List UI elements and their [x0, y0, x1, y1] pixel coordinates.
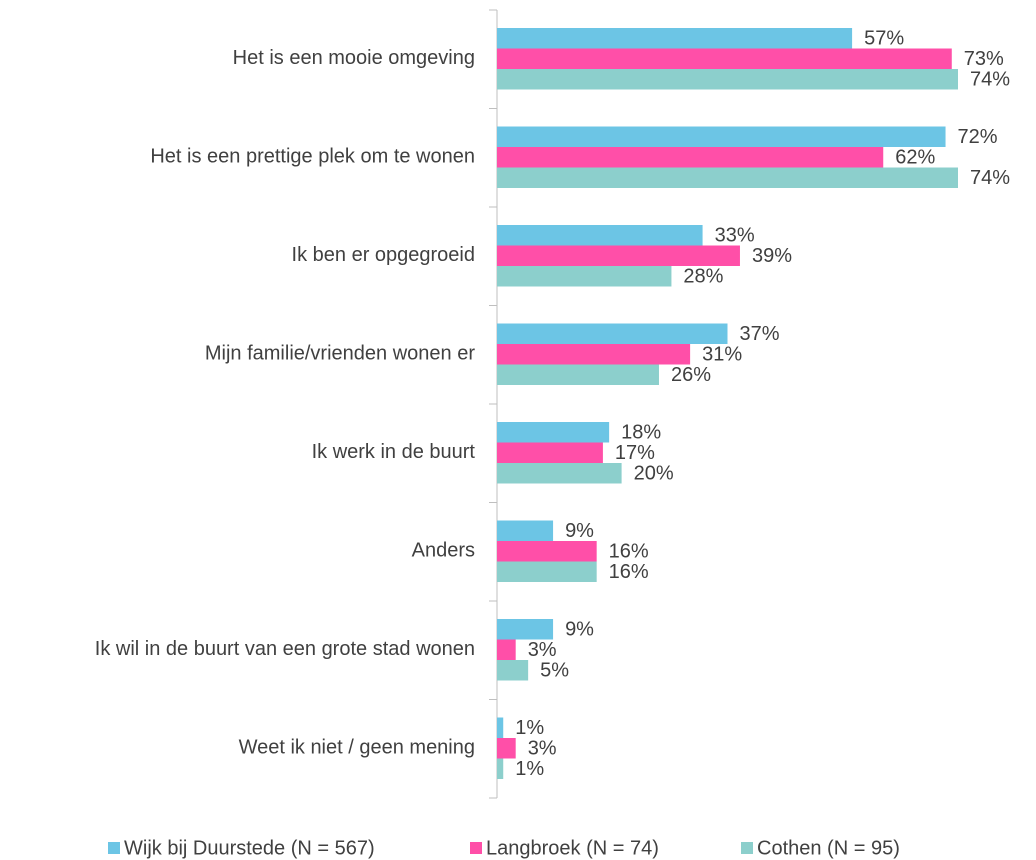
bar	[497, 344, 691, 365]
category-label: Ik ben er opgegroeid	[292, 244, 475, 266]
legend-swatch	[108, 842, 120, 854]
data-label: 17%	[615, 442, 655, 464]
data-label: 3%	[528, 639, 557, 661]
bar	[497, 639, 516, 660]
bar	[497, 69, 958, 90]
bar	[497, 717, 504, 738]
bar	[497, 147, 884, 168]
legend-label: Cothen (N = 95)	[757, 837, 900, 859]
data-label: 1%	[515, 717, 544, 739]
category-label: Ik wil in de buurt van een grote stad wo…	[95, 638, 475, 660]
data-label: 26%	[671, 364, 711, 386]
bar	[497, 126, 946, 147]
bar	[497, 266, 672, 287]
data-label: 1%	[515, 758, 544, 780]
category-label: Anders	[412, 540, 475, 562]
data-label: 72%	[958, 126, 998, 148]
bar	[497, 442, 603, 463]
data-label: 5%	[540, 660, 569, 682]
bar	[497, 422, 610, 443]
bar	[497, 660, 529, 681]
category-label: Weet ik niet / geen mening	[239, 737, 475, 759]
bar	[497, 541, 597, 562]
data-label: 3%	[528, 738, 557, 760]
bar	[497, 520, 554, 541]
data-label: 18%	[621, 422, 661, 444]
data-label: 16%	[609, 561, 649, 583]
data-label: 37%	[740, 323, 780, 345]
bar	[497, 28, 853, 49]
data-label: 73%	[964, 48, 1004, 70]
legend-label: Wijk bij Duurstede (N = 567)	[124, 837, 375, 859]
bar	[497, 619, 554, 640]
data-label: 33%	[715, 225, 755, 247]
data-label: 9%	[565, 520, 594, 542]
category-label: Het is een mooie omgeving	[233, 47, 475, 69]
data-label: 39%	[752, 245, 792, 267]
data-label: 74%	[970, 69, 1010, 91]
data-label: 31%	[702, 344, 742, 366]
bar	[497, 758, 504, 779]
data-label: 57%	[864, 28, 904, 50]
data-label: 20%	[634, 463, 674, 485]
data-label: 62%	[895, 147, 935, 169]
bar	[497, 225, 703, 246]
bar	[497, 561, 597, 582]
data-label: 74%	[970, 167, 1010, 189]
bar	[497, 167, 958, 188]
data-label: 16%	[609, 541, 649, 563]
category-label: Mijn familie/vrienden wonen er	[205, 343, 475, 365]
legend-label: Langbroek (N = 74)	[486, 837, 659, 859]
bar	[497, 364, 659, 385]
bar	[497, 738, 516, 759]
legend-swatch	[470, 842, 482, 854]
bar	[497, 323, 728, 344]
bar	[497, 463, 622, 484]
legend-swatch	[741, 842, 753, 854]
bar	[497, 245, 740, 266]
data-label: 28%	[683, 266, 723, 288]
data-label: 9%	[565, 619, 594, 641]
category-label: Het is een prettige plek om te wonen	[150, 146, 475, 168]
category-label: Ik werk in de buurt	[312, 441, 476, 463]
bar	[497, 48, 952, 69]
